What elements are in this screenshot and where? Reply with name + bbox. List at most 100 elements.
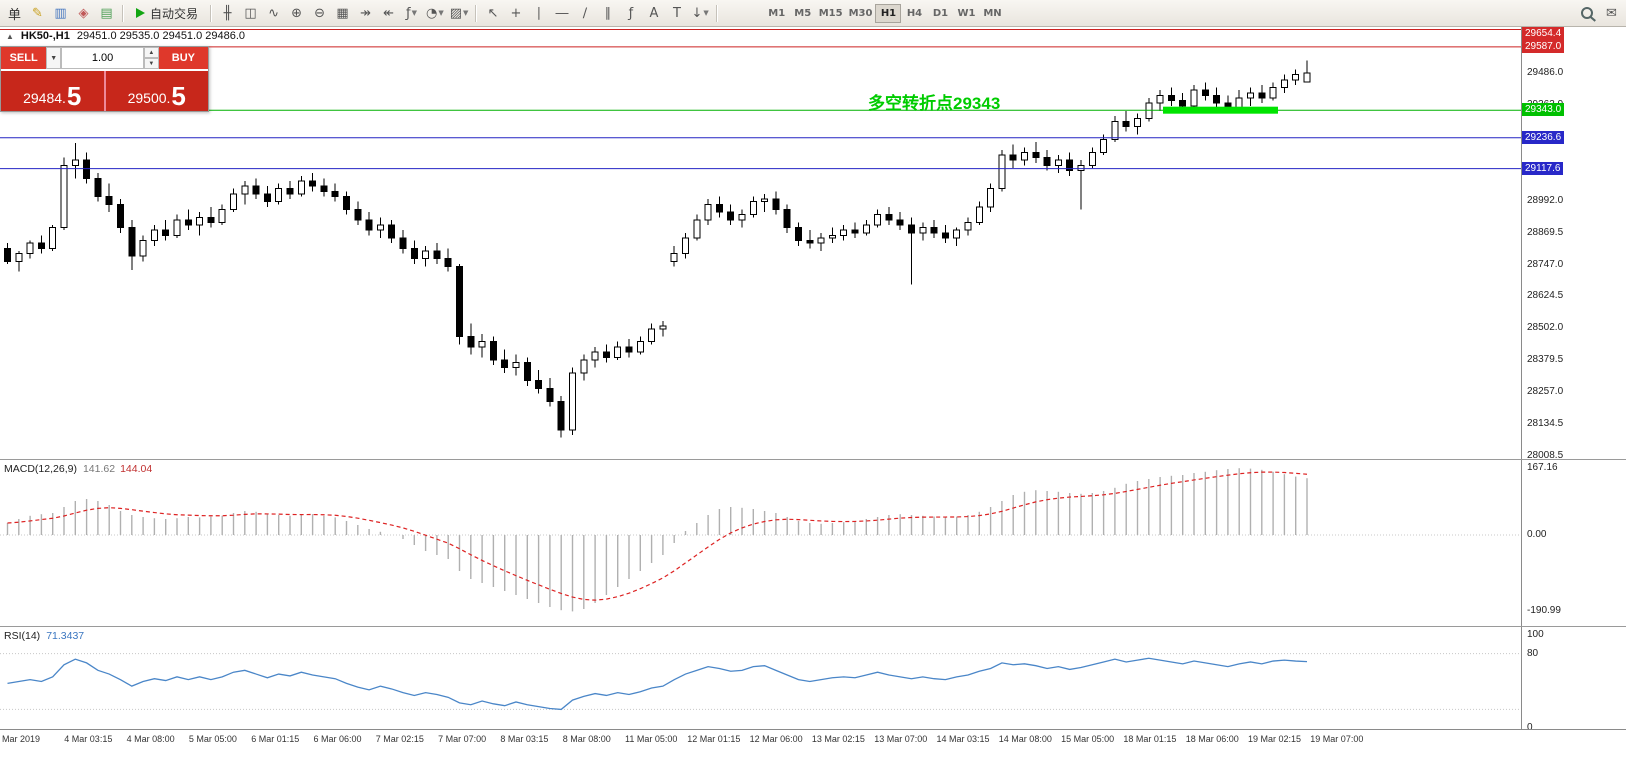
support-highlight-bar[interactable] bbox=[1163, 106, 1278, 114]
macd-signal-line bbox=[7, 471, 1308, 601]
symbol-info-bar: ▲ HK50-,H1 29451.0 29535.0 29451.0 29486… bbox=[6, 30, 245, 42]
periods-icon[interactable]: ◔ ▼ bbox=[423, 3, 447, 24]
timeframe-w1[interactable]: W1 bbox=[953, 4, 979, 23]
arrows-icon[interactable]: ↓ ▼ bbox=[688, 3, 711, 24]
crosshair-icon[interactable]: + bbox=[504, 3, 527, 24]
new-order-icon[interactable]: 单 bbox=[3, 3, 26, 24]
axis-label: 28747.0 bbox=[1527, 258, 1564, 270]
chat-icon[interactable]: ✉ bbox=[1600, 3, 1623, 24]
auto-scroll-icon[interactable]: ↠ bbox=[354, 3, 377, 24]
time-label: 19 Mar 02:15 bbox=[1248, 734, 1302, 744]
bar-chart-icon[interactable]: ╫ bbox=[216, 3, 239, 24]
axis-label: 28992.0 bbox=[1527, 195, 1564, 207]
axis-label: 167.16 bbox=[1527, 462, 1558, 474]
sell-button[interactable]: SELL bbox=[1, 47, 47, 69]
timeframe-m5[interactable]: M5 bbox=[790, 4, 816, 23]
time-label: 14 Mar 08:00 bbox=[998, 734, 1052, 744]
label-icon[interactable]: T bbox=[665, 3, 688, 24]
axis-label: -190.99 bbox=[1527, 605, 1561, 617]
vertical-line-icon[interactable]: ∣ bbox=[527, 3, 550, 24]
trade-panel-controls: SELL ▼ ▲ ▼ BUY bbox=[1, 47, 208, 69]
price-tag: 29236.6 bbox=[1522, 130, 1565, 144]
timeframes-group: M1 M5 M15 M30 H1 H4 D1 W1 MN bbox=[764, 3, 1006, 23]
tile-windows-icon[interactable]: ▦ bbox=[331, 3, 354, 24]
new-order-icon: 单 bbox=[7, 7, 21, 23]
dropdown-arrow-icon: ▼ bbox=[703, 9, 709, 17]
pane-separator-rsi[interactable] bbox=[0, 626, 1626, 627]
vertical-line-icon: ∣ bbox=[535, 5, 543, 21]
time-label: 7 Mar 02:15 bbox=[375, 734, 424, 744]
draw-tools-group: ↖ + ∣ ― ∕ ∥ ƒ A T ↓ ▼ bbox=[481, 3, 711, 24]
time-label: 8 Mar 08:00 bbox=[562, 734, 611, 744]
templates-icon: ▨ bbox=[449, 5, 463, 21]
time-label: 8 Mar 03:15 bbox=[500, 734, 549, 744]
zoom-in-icon[interactable]: ⊕ bbox=[285, 3, 308, 24]
volume-down-icon[interactable]: ▼ bbox=[144, 58, 159, 69]
line-chart-icon[interactable]: ∿ bbox=[262, 3, 285, 24]
channel-icon[interactable]: ∥ bbox=[596, 3, 619, 24]
ask-price[interactable]: 29500. 5 bbox=[103, 71, 208, 111]
standard-toolbar-group: 单 ✎ ▥ ◈ ▤ bbox=[3, 3, 118, 24]
chart-shift-icon: ↞ bbox=[383, 5, 394, 21]
timeframe-m15[interactable]: M15 bbox=[816, 4, 846, 23]
time-label: 15 Mar 05:00 bbox=[1061, 734, 1115, 744]
bid-price-main: 29484. bbox=[23, 90, 66, 106]
level-lines bbox=[0, 28, 1521, 170]
pane-separator-macd[interactable] bbox=[0, 459, 1626, 460]
timeframe-m1[interactable]: M1 bbox=[764, 4, 790, 23]
candlestick-icon[interactable]: ◫ bbox=[239, 3, 262, 24]
price-axis[interactable]: 29486.029363.928992.028869.528747.028624… bbox=[1521, 27, 1626, 733]
price-tag: 29587.0 bbox=[1522, 39, 1565, 53]
navigator-icon[interactable]: ◈ bbox=[72, 3, 95, 24]
dropdown-arrow-icon: ▼ bbox=[438, 9, 444, 17]
zoom-out-icon[interactable]: ⊖ bbox=[308, 3, 331, 24]
market-watch-icon[interactable]: ▥ bbox=[49, 3, 72, 24]
time-label: 14 Mar 03:15 bbox=[936, 734, 990, 744]
price-tag: 29117.6 bbox=[1522, 161, 1564, 175]
autotrading-play-icon bbox=[136, 8, 145, 18]
text-icon[interactable]: A bbox=[642, 3, 665, 24]
line-chart-icon: ∿ bbox=[268, 5, 279, 21]
horizontal-line-icon[interactable]: ― bbox=[550, 3, 573, 24]
terminal-icon[interactable]: ▤ bbox=[95, 3, 118, 24]
trendline-icon[interactable]: ∕ bbox=[573, 3, 596, 24]
metaeditor-icon[interactable]: ✎ bbox=[26, 3, 49, 24]
navigator-icon: ◈ bbox=[78, 5, 89, 21]
periods-icon: ◔ bbox=[426, 5, 438, 21]
toolbar-separator bbox=[210, 4, 213, 22]
one-click-trading-panel: SELL ▼ ▲ ▼ BUY 29484.5 29500.5 bbox=[0, 46, 209, 112]
price-chart-canvas[interactable] bbox=[0, 27, 1521, 729]
templates-icon[interactable]: ▨ ▼ bbox=[447, 3, 472, 24]
bid-price[interactable]: 29484. 5 bbox=[1, 71, 104, 111]
axis-label: 28379.5 bbox=[1527, 353, 1564, 365]
timeframe-d1[interactable]: D1 bbox=[927, 4, 953, 23]
cursor-icon: ↖ bbox=[487, 5, 499, 21]
trade-panel-prices: 29484. 5 29500. 5 bbox=[1, 69, 208, 111]
chart-annotation-text[interactable]: 多空转折点29343 bbox=[868, 94, 1001, 113]
macd-value-signal: 144.04 bbox=[120, 463, 153, 475]
dropdown-arrow-icon: ▼ bbox=[463, 9, 469, 17]
volume-up-icon[interactable]: ▲ bbox=[144, 47, 159, 58]
axis-label: 0 bbox=[1527, 722, 1533, 733]
symbol-ohlc: 29451.0 29535.0 29451.0 29486.0 bbox=[76, 30, 246, 42]
volume-dropdown-icon[interactable]: ▼ bbox=[46, 47, 62, 69]
timeframe-mn[interactable]: MN bbox=[979, 4, 1005, 23]
autotrading-button[interactable]: 自动交易 bbox=[128, 3, 206, 24]
fibonacci-icon[interactable]: ƒ bbox=[619, 3, 642, 24]
timeframe-h4[interactable]: H4 bbox=[901, 4, 927, 23]
volume-input[interactable] bbox=[61, 47, 145, 69]
price-tag: 29654.4 bbox=[1522, 27, 1565, 40]
buy-button[interactable]: BUY bbox=[158, 47, 208, 69]
macd-value-main: 141.62 bbox=[82, 463, 116, 475]
cursor-icon[interactable]: ↖ bbox=[481, 3, 504, 24]
main-toolbar: 单 ✎ ▥ ◈ ▤ 自动交易 ╫ ◫ ∿ ⊕ ⊖ ▦ ↠ ↞ ƒ ▼ ◔ ▼ ▨ ▼ ↖ + ∣ ― ∕ ∥ ƒ A T ↓ ▼ M1… bbox=[0, 0, 1626, 27]
timeframe-h1[interactable]: H1 bbox=[875, 3, 902, 23]
search-icon[interactable] bbox=[1575, 3, 1598, 24]
zoom-out-icon: ⊖ bbox=[314, 5, 325, 21]
chart-tools-group: ╫ ◫ ∿ ⊕ ⊖ ▦ ↠ ↞ ƒ ▼ ◔ ▼ ▨ ▼ bbox=[216, 3, 471, 24]
rsi-name: RSI(14) bbox=[4, 630, 41, 642]
time-axis[interactable]: Mar 2019 4 Mar 03:15 4 Mar 08:00 5 Mar 05:0… bbox=[0, 729, 1626, 779]
timeframe-m30[interactable]: M30 bbox=[846, 4, 876, 23]
chart-shift-icon[interactable]: ↞ bbox=[377, 3, 400, 24]
indicators-icon[interactable]: ƒ ▼ bbox=[400, 3, 423, 24]
